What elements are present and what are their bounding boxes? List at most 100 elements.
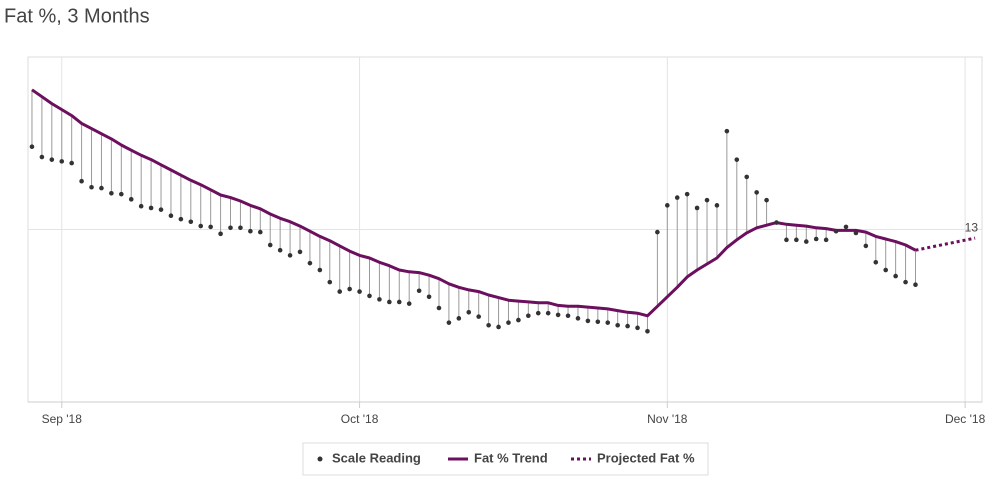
scale-reading-dot <box>49 157 55 162</box>
scale-reading-dot <box>396 299 402 305</box>
scale-reading-dot <box>635 325 640 331</box>
scale-reading-dot <box>555 312 561 318</box>
x-tick-label: Dec '18 <box>945 412 986 426</box>
scale-reading-dot <box>228 225 233 231</box>
scale-reading-dot <box>496 324 501 330</box>
scale-reading-dot <box>754 190 759 195</box>
scale-reading-dot <box>99 185 104 191</box>
legend-label: Scale Reading <box>332 450 421 465</box>
scale-reading-dot <box>665 203 670 208</box>
scale-reading-dot <box>565 313 571 319</box>
scale-reading-dot <box>744 174 750 180</box>
scale-reading-dot <box>684 191 690 197</box>
scale-reading-dot <box>208 224 213 230</box>
x-tick-label: Sep '18 <box>42 412 83 426</box>
scale-reading-dot <box>406 301 412 306</box>
scale-reading-dot <box>575 316 581 321</box>
scale-reading-dot <box>307 260 313 266</box>
scale-reading-dot <box>803 239 809 244</box>
scale-reading-dot <box>138 203 144 209</box>
scale-reading-dot <box>148 205 154 211</box>
scale-reading-dot <box>267 242 273 248</box>
scale-reading-dot <box>387 299 392 305</box>
scale-reading-dot <box>466 310 472 315</box>
scale-reading-dot <box>436 305 442 311</box>
scale-reading-dot <box>59 159 65 164</box>
legend-symbol <box>317 456 323 462</box>
scale-reading-dot <box>357 289 362 294</box>
scale-reading-dot <box>764 197 769 203</box>
x-tick-label: Oct '18 <box>341 412 379 426</box>
scale-reading-dot <box>277 247 283 253</box>
scale-reading-dot <box>913 282 918 288</box>
scale-reading-dot <box>823 237 829 243</box>
legend-box <box>302 442 709 476</box>
trend-line <box>31 88 917 318</box>
scale-reading-dot <box>218 231 223 237</box>
scale-reading-dot <box>188 219 194 225</box>
legend-label: Fat % Trend <box>474 450 548 465</box>
scale-reading-dot <box>426 294 432 300</box>
scale-reading-dot <box>903 279 908 285</box>
scale-reading-dot <box>476 314 481 319</box>
y-tick-label: 13 <box>965 221 979 235</box>
scale-reading-dot <box>645 328 650 334</box>
scale-reading-dot <box>109 190 114 196</box>
scale-reading-dot <box>178 216 184 222</box>
scale-reading-dot <box>704 197 710 203</box>
scale-reading-dot <box>168 213 174 218</box>
scale-reading-dot <box>734 157 740 162</box>
scale-reading-dot <box>347 286 352 292</box>
scale-reading-dot <box>794 237 799 243</box>
scale-reading-dot <box>39 154 45 160</box>
scale-reading-dot <box>893 273 898 279</box>
scale-reading-dot <box>69 160 74 166</box>
scale-reading-dot <box>863 243 869 249</box>
scale-reading-dot <box>605 320 611 325</box>
scale-reading-dot <box>873 259 879 265</box>
scale-reading-dot <box>337 289 343 294</box>
scale-reading-dot <box>238 225 243 231</box>
scale-reading-dot <box>853 230 859 236</box>
scale-reading-dot <box>585 318 591 324</box>
scale-reading-dot <box>486 322 491 328</box>
scale-reading-dot <box>625 323 630 329</box>
scale-reading-dot <box>883 267 889 273</box>
scale-reading-dot <box>724 128 730 134</box>
scale-reading-dot <box>377 297 382 302</box>
scale-reading-dot <box>674 195 680 200</box>
scale-reading-dot <box>257 229 263 235</box>
scale-reading-dot <box>198 223 204 229</box>
scale-reading-dot <box>456 316 462 321</box>
scale-reading-dot <box>774 220 779 225</box>
scale-reading-dot <box>526 313 531 319</box>
scale-reading-dot <box>714 203 720 208</box>
scale-reading-dot <box>506 320 511 325</box>
scale-reading-dot <box>119 191 124 197</box>
scale-reading-dot <box>416 288 422 294</box>
scale-reading-dot <box>843 224 849 230</box>
scale-reading-dot <box>535 310 541 316</box>
scale-reading-dot <box>317 267 323 273</box>
x-tick-label: Nov '18 <box>647 412 688 426</box>
scale-reading-dot <box>287 253 293 258</box>
scale-reading-dot <box>297 249 303 255</box>
scale-reading-dot <box>615 322 620 328</box>
legend-label: Projected Fat % <box>597 450 695 465</box>
scale-reading-dot <box>516 317 521 323</box>
scale-reading-dot <box>158 207 164 212</box>
scale-reading-dot <box>694 205 700 211</box>
scale-reading-dot <box>655 229 660 235</box>
projected-line <box>915 236 976 252</box>
scale-reading-dot <box>813 236 819 242</box>
scale-reading-dot <box>79 178 84 184</box>
scale-reading-dot <box>367 293 372 299</box>
scale-reading-dot <box>545 310 551 316</box>
scale-reading-dot <box>327 279 333 285</box>
scale-reading-dot <box>595 319 601 325</box>
scale-reading-dot <box>833 228 839 234</box>
scale-reading-dot <box>128 197 134 202</box>
scale-reading-dot <box>248 228 253 234</box>
scale-reading-dot <box>446 320 452 325</box>
